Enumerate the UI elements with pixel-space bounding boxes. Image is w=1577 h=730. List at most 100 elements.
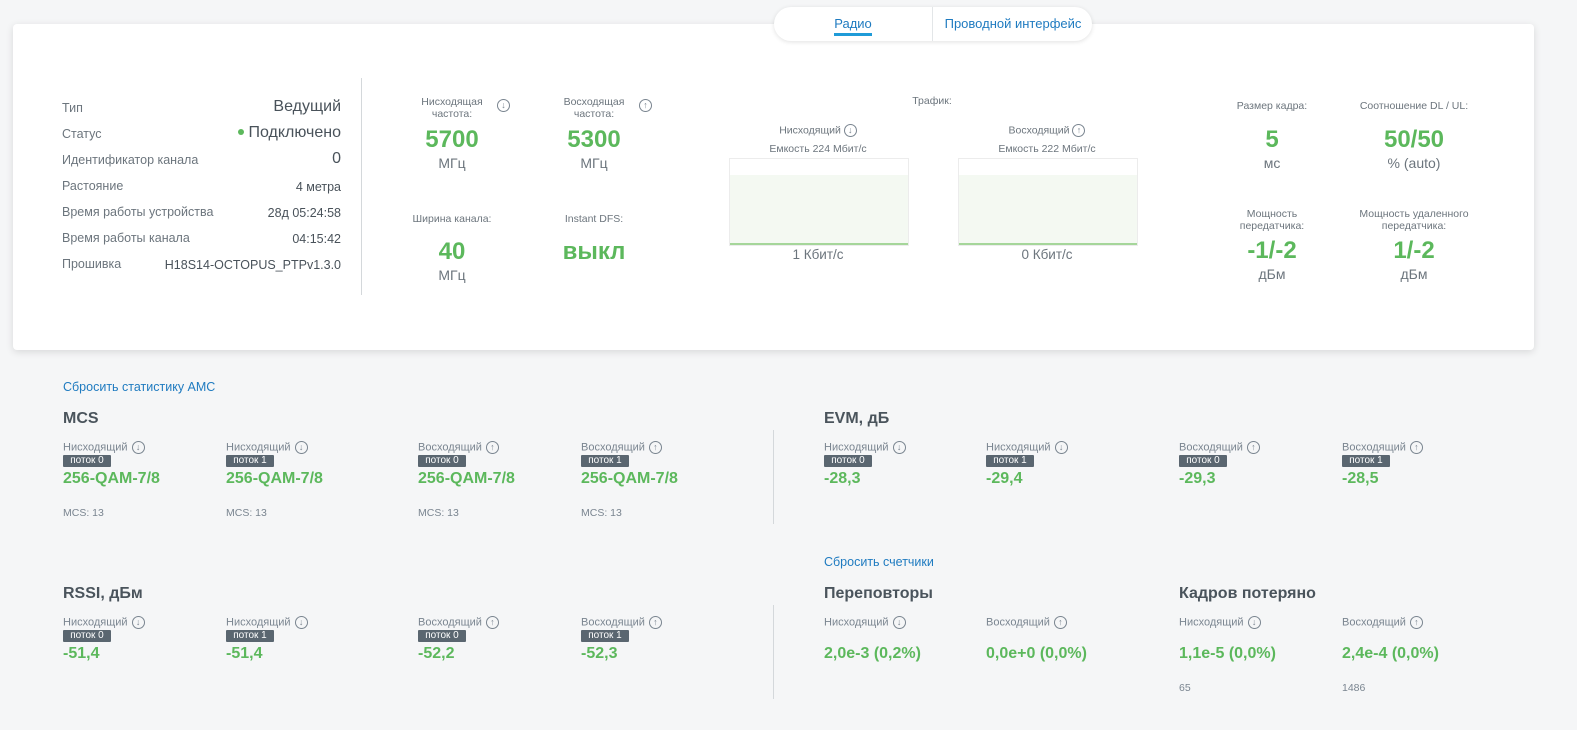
direction-text: Восходящий <box>986 616 1050 629</box>
param-unit: дБм <box>1258 266 1286 282</box>
direction-label: Восходящий ↑ <box>418 441 499 454</box>
direction-label: Нисходящий ↓ <box>226 616 308 629</box>
info-value: 4 метра <box>295 180 341 194</box>
lost-value: 2,4e-4 (0,0%) <box>1342 645 1439 662</box>
info-row-channel-uptime: Время работы канала 04:15:42 <box>62 223 341 249</box>
mcs-value: 256-QAM-7/8 <box>226 470 323 487</box>
retries-value: 2,0e-3 (0,2%) <box>824 645 921 662</box>
arrow-down-circle-icon: ↓ <box>1054 441 1068 454</box>
lost-value: 1,1e-5 (0,0%) <box>1179 645 1276 662</box>
param-label: Instant DFS: <box>564 213 624 225</box>
stream-badge: поток 0 <box>63 455 111 467</box>
direction-text: Восходящий <box>1342 441 1406 454</box>
status-dot-icon <box>238 128 245 135</box>
tab-wired-interface[interactable]: Проводной интерфейс <box>932 7 1093 41</box>
traffic-down-label: Нисходящий ↓ <box>729 124 907 137</box>
info-value: Ведущий <box>273 98 341 115</box>
param-unit: МГц <box>580 155 608 171</box>
arrow-down-circle-icon: ↓ <box>294 616 308 629</box>
direction-label: Восходящий ↑ <box>418 616 499 629</box>
arrow-down-circle-icon: ↓ <box>131 441 145 454</box>
traffic-title: Трафик: <box>912 95 952 107</box>
param-label: Соотношение DL / UL: <box>1359 100 1469 112</box>
evm-value: -29,3 <box>1179 470 1216 487</box>
param-value: 50/50 <box>1383 126 1445 153</box>
direction-text: Нисходящий <box>986 441 1051 454</box>
info-key: Тип <box>62 101 83 115</box>
direction-text: Нисходящий <box>226 616 291 629</box>
stream-badge: поток 0 <box>418 630 466 642</box>
divider <box>361 78 362 295</box>
param-label: Мощность удаленного передатчика: <box>1359 208 1469 232</box>
direction-text: Восходящий <box>418 616 482 629</box>
arrow-down-circle-icon: ↓ <box>843 124 857 137</box>
param-down-frequency: Нисходящая частота: 5700 МГц <box>397 96 507 172</box>
reset-counters-link[interactable]: Сбросить счетчики <box>824 555 934 569</box>
direction-label: Нисходящий ↓ <box>226 441 308 454</box>
param-value: 5300 <box>567 126 621 153</box>
tab-radio-label: Радио <box>834 16 872 36</box>
evm-value: -28,3 <box>824 470 861 487</box>
info-value: H18S14-OCTOPUS_PTPv1.3.0 <box>164 258 341 272</box>
rssi-value: -52,2 <box>418 645 455 662</box>
param-frame-size: Размер кадра: 5 мс <box>1217 100 1327 172</box>
stream-badge: поток 1 <box>226 630 274 642</box>
direction-text: Нисходящий <box>824 441 889 454</box>
param-value: 40 <box>438 238 466 265</box>
tab-radio[interactable]: Радио <box>774 7 932 41</box>
direction-label: Нисходящий ↓ <box>824 616 906 629</box>
direction-text: Нисходящий <box>1179 616 1244 629</box>
info-key: Время работы канала <box>62 231 190 245</box>
mcs-subvalue: MCS: 13 <box>418 507 459 519</box>
direction-label: Нисходящий ↓ <box>63 616 145 629</box>
direction-text: Нисходящий <box>226 441 291 454</box>
arrow-up-circle-icon: ↑ <box>648 441 662 454</box>
arrow-down-circle-icon: ↓ <box>497 99 510 112</box>
retries-title: Переповторы <box>824 585 933 602</box>
param-value: 1/-2 <box>1393 237 1435 264</box>
param-label: Восходящая частота: <box>563 96 625 120</box>
info-key: Прошивка <box>62 257 122 271</box>
arrow-up-circle-icon: ↑ <box>1409 441 1423 454</box>
mcs-subvalue: MCS: 13 <box>226 507 267 519</box>
rssi-value: -52,3 <box>581 645 618 662</box>
direction-label: Восходящий ↑ <box>1342 441 1423 454</box>
arrow-down-circle-icon: ↓ <box>294 441 308 454</box>
info-value: 28д 05:24:58 <box>267 206 341 220</box>
stream-badge: поток 1 <box>226 455 274 467</box>
direction-text: Восходящий <box>581 616 645 629</box>
evm-value: -28,5 <box>1342 470 1379 487</box>
info-row-channel-id: Идентификатор канала 0 <box>62 145 341 171</box>
info-row-device-uptime: Время работы устройства 28д 05:24:58 <box>62 197 341 223</box>
param-instant-dfs: Instant DFS: выкл <box>539 213 649 266</box>
info-row-status: Статус Подключено <box>62 119 341 145</box>
lost-subvalue: 1486 <box>1342 682 1366 694</box>
rssi-title: RSSI, дБм <box>63 585 143 602</box>
param-label: Размер кадра: <box>1236 100 1308 112</box>
param-unit: дБм <box>1400 266 1428 282</box>
direction-label: Восходящий ↑ <box>986 616 1067 629</box>
info-key: Растояние <box>62 179 124 193</box>
divider <box>773 605 774 699</box>
direction-label: Восходящий ↑ <box>581 616 662 629</box>
arrow-up-circle-icon: ↑ <box>648 616 662 629</box>
traffic-down-fill <box>730 175 908 245</box>
arrow-down-circle-icon: ↓ <box>892 616 906 629</box>
traffic-up-label: Восходящий ↑ <box>958 124 1136 137</box>
info-key: Идентификатор канала <box>62 153 199 167</box>
info-value: Подключено <box>248 124 341 141</box>
traffic-up-value: 0 Кбит/с <box>1021 247 1073 262</box>
direction-label: Нисходящий ↓ <box>986 441 1068 454</box>
param-label: Нисходящая частота: <box>421 96 483 120</box>
traffic-up-chart <box>958 158 1138 246</box>
info-key: Время работы устройства <box>62 205 214 219</box>
direction-text: Нисходящий <box>824 616 889 629</box>
divider <box>773 430 774 524</box>
retries-value: 0,0e+0 (0,0%) <box>986 645 1087 662</box>
arrow-up-circle-icon: ↑ <box>1246 441 1260 454</box>
reset-amc-stats-link[interactable]: Сбросить статистику AMC <box>63 380 216 394</box>
param-value: 5700 <box>425 126 479 153</box>
info-row-type: Тип Ведущий <box>62 93 341 119</box>
info-value-wrap: Подключено <box>238 124 341 142</box>
arrow-down-circle-icon: ↓ <box>892 441 906 454</box>
